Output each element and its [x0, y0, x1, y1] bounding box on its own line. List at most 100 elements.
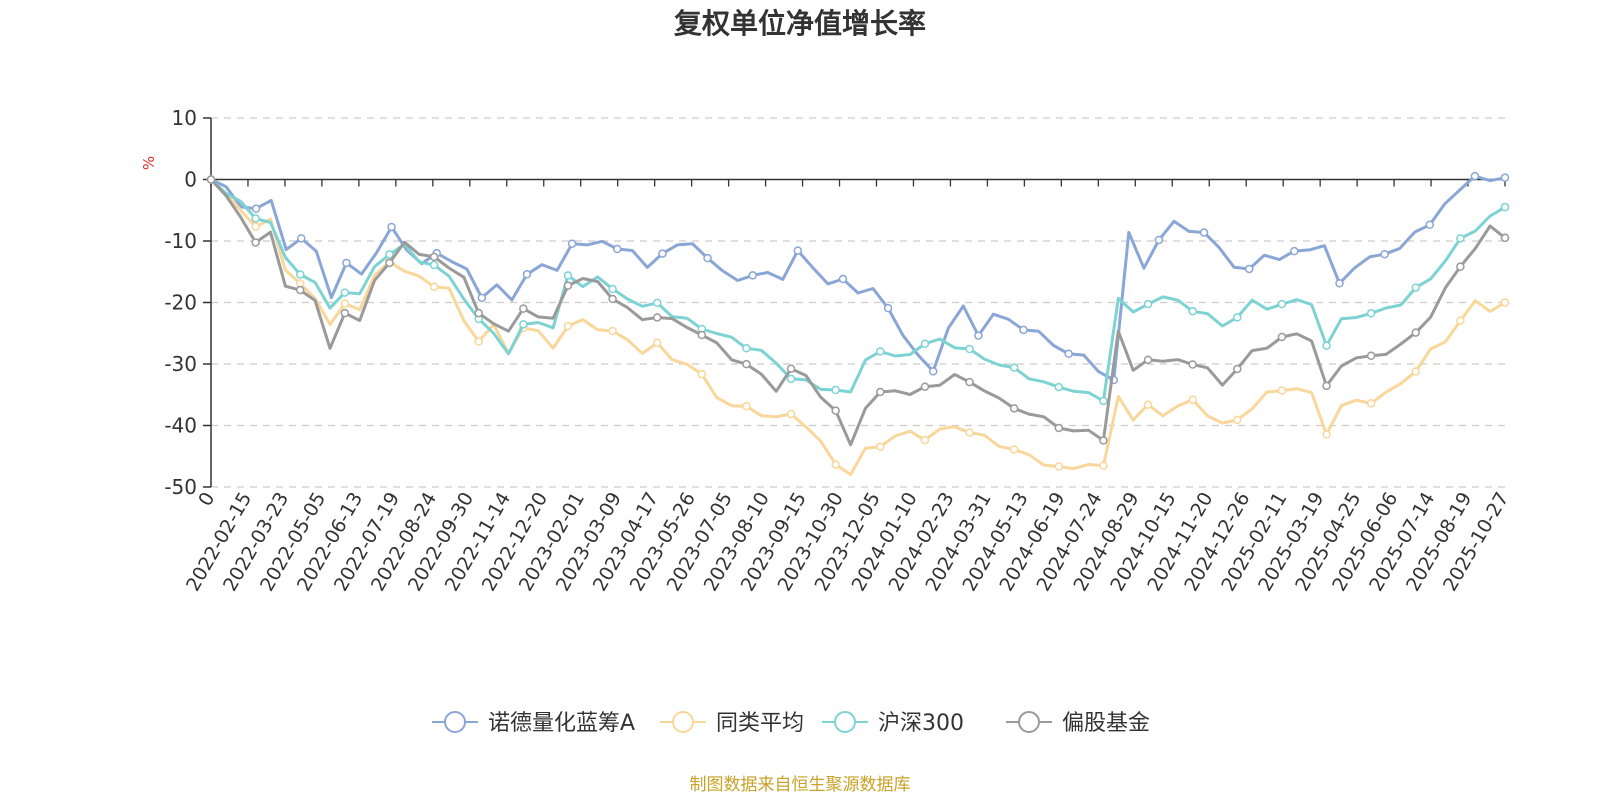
series-point-2 — [608, 284, 617, 294]
series-point-0 — [567, 239, 577, 248]
series-point-0 — [1470, 171, 1480, 181]
series-point-2 — [1411, 283, 1421, 292]
series-point-2 — [295, 270, 305, 279]
series-point-1 — [1233, 415, 1242, 425]
series-point-3 — [1009, 404, 1019, 413]
series-point-2 — [652, 298, 662, 308]
legend-item-3[interactable]: 偏股基金 — [1006, 711, 1150, 736]
series-point-0 — [1380, 249, 1389, 259]
series-point-0 — [703, 253, 712, 263]
series-point-0 — [748, 271, 757, 280]
series-line-0 — [210, 174, 1506, 382]
series-point-3 — [385, 258, 394, 268]
x-tick-label: 0 — [194, 489, 219, 510]
series-point-1 — [1500, 298, 1510, 307]
series-point-2 — [965, 344, 974, 354]
series-point-2 — [1009, 363, 1019, 372]
series-point-3 — [1054, 423, 1064, 433]
series-point-3 — [831, 406, 840, 415]
series-point-1 — [1322, 430, 1331, 439]
series-point-1 — [1054, 462, 1064, 471]
series-point-3 — [1500, 233, 1510, 243]
series-point-1 — [1009, 445, 1019, 454]
y-tick-label: -30 — [164, 352, 197, 376]
series-point-1 — [652, 338, 662, 348]
series-point-3 — [920, 382, 930, 391]
legend-label: 偏股基金 — [1062, 711, 1150, 736]
series-point-0 — [1500, 173, 1510, 182]
series-point-2 — [385, 250, 394, 259]
series-point-2 — [831, 385, 840, 395]
series-point-0 — [1019, 325, 1028, 335]
series-point-1 — [251, 222, 260, 231]
legend-item-1[interactable]: 同类平均 — [660, 711, 804, 736]
legend-marker — [1018, 711, 1040, 733]
y-axis-unit: % — [140, 156, 158, 170]
series-point-3 — [563, 281, 573, 290]
series-point-0 — [1064, 349, 1073, 359]
legend-marker — [672, 711, 694, 733]
series-point-3 — [295, 285, 305, 295]
series-line-3 — [209, 178, 1506, 447]
legend[interactable]: 诺德量化蓝筹A 同类平均 沪深300 偏股基金 — [432, 711, 1150, 736]
series-point-1 — [876, 442, 885, 451]
series-point-1 — [831, 460, 840, 469]
series-point-2 — [519, 320, 528, 329]
data-source-note: 制图数据来自恒生聚源数据库 — [690, 775, 911, 795]
series-point-2 — [1188, 307, 1197, 316]
series-point-1 — [920, 435, 930, 445]
series-point-2 — [1500, 202, 1510, 212]
series-point-1 — [965, 428, 974, 437]
series-layer — [206, 171, 1510, 476]
series-point-1 — [697, 369, 707, 379]
series-line-2 — [209, 178, 1506, 403]
series-point-2 — [1054, 382, 1064, 392]
series-point-1 — [429, 282, 439, 292]
series-point-0 — [1335, 279, 1344, 288]
series-point-2 — [786, 374, 796, 384]
legend-marker — [444, 711, 466, 733]
series-point-3 — [1143, 355, 1153, 365]
series-point-0 — [793, 246, 803, 255]
y-tick-label: -40 — [164, 414, 197, 438]
series-point-3 — [206, 175, 216, 184]
series-point-0 — [1199, 228, 1209, 237]
series-point-3 — [652, 313, 662, 322]
series-point-1 — [340, 299, 350, 308]
series-point-2 — [920, 339, 930, 349]
y-tick-label: -10 — [164, 229, 197, 253]
series-point-1 — [1277, 386, 1287, 395]
series-point-2 — [1366, 309, 1376, 318]
y-tick-label: -50 — [164, 475, 197, 499]
series-point-0 — [658, 249, 667, 258]
legend-item-0[interactable]: 诺德量化蓝筹A — [432, 711, 635, 736]
series-point-2 — [1277, 299, 1287, 309]
series-point-3 — [742, 359, 751, 369]
grid — [211, 117, 1505, 488]
legend-marker — [834, 711, 856, 733]
series-point-1 — [1143, 400, 1153, 409]
series-point-2 — [1456, 234, 1465, 243]
series-point-3 — [1456, 262, 1465, 271]
series-point-3 — [965, 377, 974, 387]
series-point-0 — [928, 367, 938, 376]
legend-label: 沪深300 — [878, 711, 964, 736]
series-point-1 — [742, 401, 751, 411]
series-point-3 — [1099, 436, 1108, 445]
series-point-1 — [1099, 461, 1108, 471]
series-point-1 — [563, 321, 573, 331]
y-tick-label: -20 — [164, 291, 197, 315]
series-point-3 — [519, 304, 528, 313]
axes: 100-10-20-30-40-5002022-02-152022-03-232… — [164, 106, 1513, 595]
legend-item-2[interactable]: 沪深300 — [822, 711, 964, 736]
series-point-2 — [429, 260, 439, 270]
series-point-1 — [786, 409, 796, 419]
legend-label: 同类平均 — [716, 711, 804, 736]
series-point-3 — [1411, 328, 1421, 337]
series-point-1 — [1411, 367, 1421, 376]
series-point-3 — [1233, 364, 1242, 374]
series-point-2 — [340, 288, 350, 297]
series-point-0 — [974, 331, 983, 340]
series-point-0 — [883, 303, 893, 313]
